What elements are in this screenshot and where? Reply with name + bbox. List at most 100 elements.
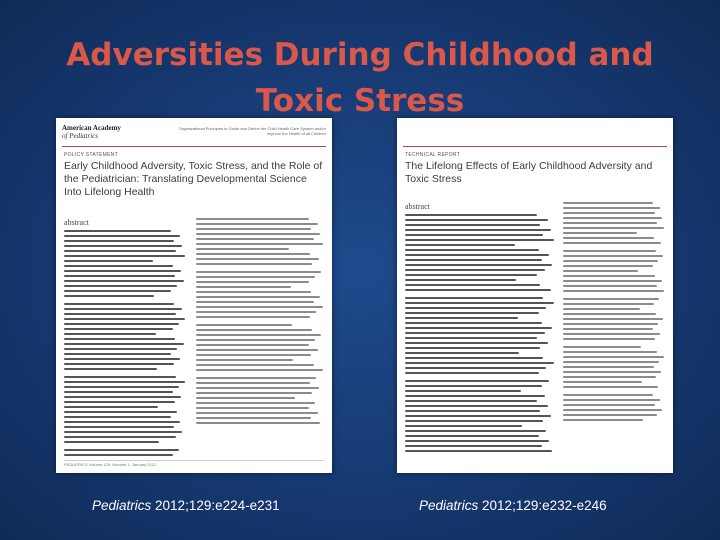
text-line	[64, 358, 180, 360]
citation-journal: Pediatrics	[419, 498, 479, 513]
text-line	[563, 333, 660, 335]
text-line	[405, 302, 554, 304]
text-line	[563, 404, 655, 406]
text-line	[563, 303, 654, 305]
text-line	[64, 376, 177, 378]
text-line	[196, 407, 309, 409]
text-line	[405, 380, 549, 382]
text-line	[64, 333, 156, 335]
text-line	[563, 285, 657, 287]
text-line	[563, 338, 655, 340]
text-line	[196, 354, 312, 356]
text-line	[405, 289, 551, 291]
paper-type: TECHNICAL REPORT	[405, 152, 461, 158]
text-line	[563, 270, 639, 272]
citation-reference: 2012;129:e232-e246	[478, 498, 607, 513]
text-line	[563, 328, 653, 330]
text-line	[405, 279, 516, 281]
journal-name-line1: American Academy	[62, 124, 121, 132]
text-line	[64, 245, 183, 247]
text-line	[196, 329, 313, 331]
text-line	[405, 410, 540, 412]
text-line	[405, 430, 546, 432]
text-line	[196, 301, 314, 303]
citation-reference: 2012;129:e224-e231	[151, 498, 280, 513]
side-text-column	[563, 202, 665, 424]
text-line	[563, 232, 638, 234]
text-line	[64, 431, 183, 433]
text-line	[405, 234, 543, 236]
text-line	[563, 202, 653, 204]
text-line	[196, 344, 309, 346]
text-line	[64, 411, 178, 413]
text-line	[64, 454, 173, 456]
text-line	[405, 219, 548, 221]
text-line	[196, 296, 321, 298]
text-line	[196, 238, 314, 240]
text-line	[563, 237, 654, 239]
text-line	[64, 318, 185, 320]
text-line	[64, 265, 173, 267]
text-line	[196, 223, 318, 225]
text-line	[196, 218, 309, 220]
abstract-label: abstract	[405, 202, 430, 211]
text-line	[64, 441, 160, 443]
text-line	[196, 369, 323, 371]
text-line	[64, 280, 184, 282]
text-line	[405, 390, 521, 392]
text-line	[196, 364, 314, 366]
text-line	[405, 214, 537, 216]
text-line	[196, 271, 322, 273]
text-line	[563, 255, 663, 257]
text-line	[64, 260, 154, 262]
text-line	[196, 233, 321, 235]
text-line	[196, 392, 313, 394]
text-line	[563, 207, 660, 209]
text-line	[563, 298, 659, 300]
text-line	[563, 371, 661, 373]
text-line	[64, 255, 185, 257]
text-line	[563, 399, 660, 401]
text-line	[563, 260, 658, 262]
text-line	[405, 229, 551, 231]
text-line	[64, 436, 177, 438]
text-line	[405, 264, 552, 266]
text-line	[563, 308, 640, 310]
text-line	[405, 307, 546, 309]
text-line	[64, 308, 183, 310]
text-line	[563, 414, 657, 416]
text-line	[405, 420, 543, 422]
text-line	[563, 356, 664, 358]
text-line	[196, 382, 310, 384]
text-line	[405, 362, 554, 364]
text-line	[196, 377, 317, 379]
text-line	[64, 338, 176, 340]
text-line	[64, 343, 184, 345]
text-line	[64, 391, 173, 393]
text-line	[64, 328, 173, 330]
text-line	[405, 440, 549, 442]
body-text-column	[64, 230, 186, 459]
text-line	[64, 401, 176, 403]
text-line	[196, 324, 292, 326]
text-line	[196, 276, 316, 278]
text-line	[64, 421, 180, 423]
text-line	[405, 450, 552, 452]
text-line	[405, 317, 518, 319]
text-line	[64, 449, 179, 451]
text-line	[405, 274, 537, 276]
text-line	[196, 306, 323, 308]
text-line	[405, 400, 537, 402]
text-line	[64, 396, 182, 398]
text-line	[563, 381, 642, 383]
paper-type: POLICY STATEMENT	[64, 152, 118, 158]
text-line	[563, 250, 656, 252]
text-line	[196, 349, 318, 351]
text-line	[196, 286, 291, 288]
text-line	[64, 313, 177, 315]
text-line	[563, 361, 659, 363]
text-line	[563, 323, 658, 325]
text-line	[405, 435, 539, 437]
text-line	[563, 290, 664, 292]
text-line	[64, 230, 172, 232]
